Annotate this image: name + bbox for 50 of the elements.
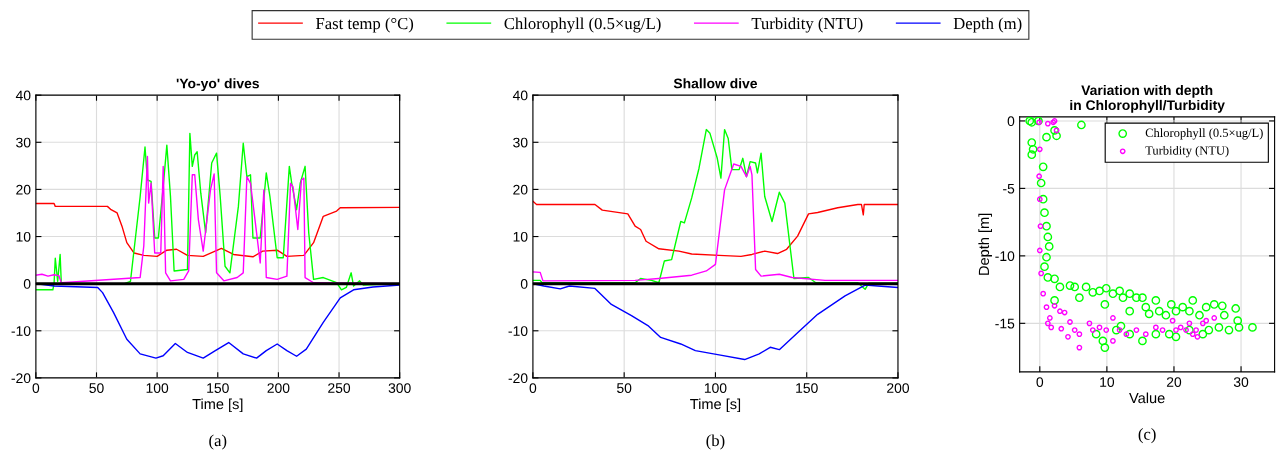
text: (b): [706, 434, 725, 450]
x-tick-label: 100: [704, 383, 727, 393]
y-tick-label: -20: [508, 373, 528, 384]
legend-label: Fast temp (°C): [315, 17, 414, 33]
legend-label: Depth (m): [953, 17, 1022, 33]
y-tick-label: 20: [513, 184, 528, 195]
x-tick-label: 300: [388, 383, 411, 393]
x-axis-title: Time [s]: [690, 398, 741, 413]
x-tick-label: 100: [146, 383, 169, 393]
x-tick-label: 150: [796, 383, 818, 393]
x-tick-label: 0: [1036, 377, 1044, 387]
x-tick-label: 250: [328, 383, 351, 393]
legend-label: Turbidity (NTU): [1145, 145, 1229, 158]
x-tick-label: 0: [32, 383, 40, 393]
x-tick-label: 200: [267, 383, 290, 393]
y-tick-label: 0: [23, 279, 31, 289]
legend-label: Chlorophyll (0.5×ug/L): [1145, 128, 1263, 140]
y-tick-label: 30: [513, 137, 528, 148]
y-axis-title: Depth [m]: [978, 213, 992, 275]
text: (c): [1138, 428, 1156, 444]
x-tick-label: 0: [529, 383, 537, 393]
chart-title: Shallow dive: [673, 78, 758, 89]
x-tick-label: 50: [617, 383, 632, 393]
x-tick-label: 30: [1233, 377, 1249, 387]
legend-label: Turbidity (NTU): [751, 17, 863, 33]
x-tick-label: 200: [887, 383, 910, 393]
y-tick-label: 0: [1007, 116, 1015, 127]
y-tick-label: 10: [16, 231, 31, 242]
legend-label: Chlorophyll (0.5×ug/L): [504, 17, 661, 33]
x-axis-title: Time [s]: [192, 398, 243, 413]
y-tick-label: -10: [11, 326, 31, 336]
chart-title: Variation with depth in Chlorophyll/Turbidity: [1070, 84, 1225, 113]
chart-title: 'Yo-yo' dives: [176, 78, 259, 92]
y-tick-label: 40: [15, 90, 31, 101]
y-tick-label: -10: [995, 251, 1015, 262]
y-tick-label: 10: [513, 231, 528, 242]
y-tick-label: -15: [995, 318, 1015, 329]
y-tick-label: 40: [512, 90, 528, 101]
y-tick-label: 30: [16, 137, 31, 148]
x-axis-title: Value: [1129, 392, 1165, 404]
x-tick-label: 20: [1166, 377, 1182, 387]
y-tick-label: -20: [11, 373, 31, 384]
x-tick-label: 10: [1100, 377, 1115, 387]
y-tick-label: -10: [508, 326, 528, 336]
y-tick-label: 20: [16, 184, 31, 195]
y-tick-label: -5: [1003, 183, 1015, 194]
x-tick-label: 50: [89, 383, 104, 393]
y-tick-label: 0: [520, 279, 528, 289]
x-tick-label: 150: [207, 383, 229, 393]
text: (a): [209, 434, 227, 450]
